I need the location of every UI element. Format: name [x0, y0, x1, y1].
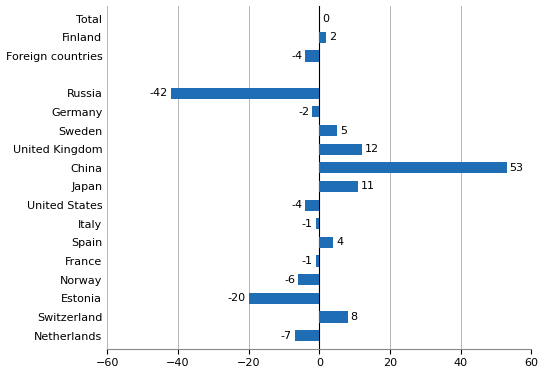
Text: -1: -1 [302, 219, 313, 229]
Text: 4: 4 [336, 237, 343, 248]
Bar [319, 237, 333, 248]
Bar [319, 125, 337, 136]
Bar [312, 106, 319, 117]
Bar [298, 274, 319, 285]
Text: -7: -7 [281, 331, 292, 341]
Text: 0: 0 [322, 13, 329, 24]
Text: 2: 2 [329, 32, 336, 42]
Text: 53: 53 [510, 163, 523, 173]
Bar [319, 312, 348, 323]
Bar [249, 293, 319, 304]
Bar [316, 255, 319, 267]
Text: -1: -1 [302, 256, 313, 266]
Text: -42: -42 [150, 88, 168, 98]
Bar [319, 162, 506, 174]
Text: 5: 5 [340, 126, 347, 135]
Text: 11: 11 [361, 181, 375, 191]
Bar [305, 50, 319, 61]
Bar [305, 199, 319, 211]
Text: -2: -2 [298, 107, 310, 117]
Bar [319, 144, 362, 155]
Bar [171, 88, 319, 99]
Text: -4: -4 [291, 51, 302, 61]
Text: 8: 8 [350, 312, 357, 322]
Text: 12: 12 [364, 144, 379, 154]
Bar [294, 330, 319, 341]
Text: -6: -6 [285, 275, 295, 285]
Text: -4: -4 [291, 200, 302, 210]
Bar [316, 218, 319, 229]
Bar [319, 181, 358, 192]
Text: -20: -20 [227, 293, 246, 303]
Bar [319, 32, 326, 43]
